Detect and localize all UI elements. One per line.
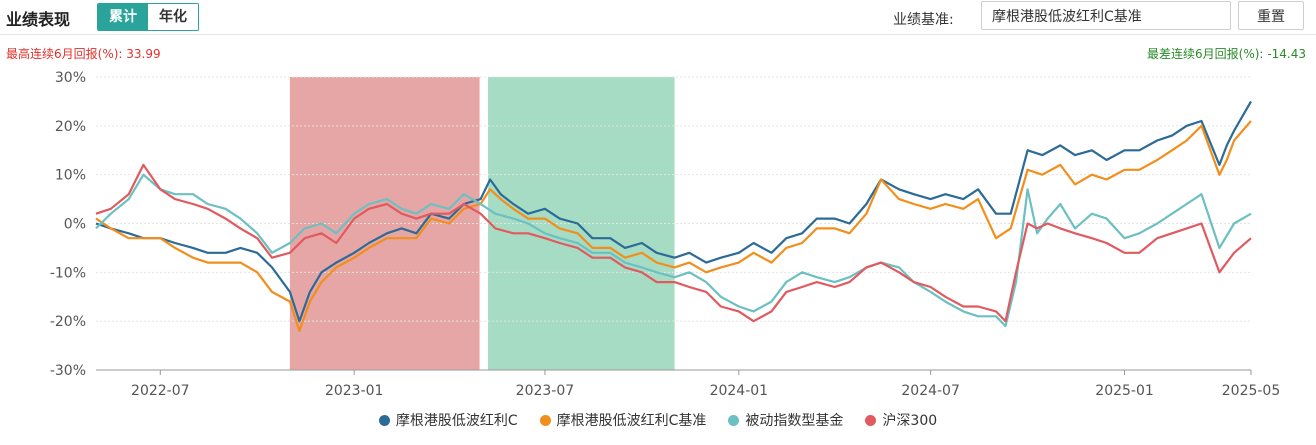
worst-6m-value: -14.43 xyxy=(1267,47,1306,61)
series-line-1 xyxy=(95,100,1252,323)
series-line-2 xyxy=(95,120,1252,332)
legend-label: 摩根港股低波红利C xyxy=(395,413,518,429)
tab-annualized[interactable]: 年化 xyxy=(148,4,198,30)
legend-label: 沪深300 xyxy=(882,413,938,429)
y-tick-label: -20% xyxy=(50,314,86,330)
legend-dot-icon xyxy=(378,414,390,426)
series-line-4 xyxy=(95,163,1252,323)
legend-dot-icon xyxy=(728,414,740,426)
y-tick-label: 20% xyxy=(55,119,86,135)
y-tick-label: 10% xyxy=(55,168,86,184)
best-6m-return: 最高连续6月回报(%): 33.99 xyxy=(6,45,161,62)
y-tick-label: -30% xyxy=(50,363,86,379)
x-tick-label: 2022-07 xyxy=(131,383,190,399)
y-tick-label: -10% xyxy=(50,265,86,281)
y-tick-label: 0% xyxy=(64,217,86,233)
page-title: 业绩表现 xyxy=(6,10,71,29)
legend-dot-icon xyxy=(539,414,551,426)
legend-dot-icon xyxy=(865,414,877,426)
legend-item-2[interactable]: 摩根港股低波红利C基准 xyxy=(539,410,707,430)
x-tick-label: 2024-01 xyxy=(710,383,769,399)
chart-legend: 摩根港股低波红利C 摩根港股低波红利C基准 被动指数型基金 沪深300 xyxy=(0,410,1316,430)
x-tick-label: 2025-05 xyxy=(1222,383,1281,399)
x-tick-label: 2023-07 xyxy=(516,383,575,399)
y-tick-label: 30% xyxy=(55,70,86,86)
x-tick-label: 2024-07 xyxy=(901,383,960,399)
period-tabs: 累计 年化 xyxy=(97,3,199,31)
x-tick-label: 2023-01 xyxy=(325,383,384,399)
tab-cumulative[interactable]: 累计 xyxy=(98,4,148,30)
worst-6m-return: 最差连续6月回报(%): -14.43 xyxy=(1147,45,1306,62)
best-6m-value: 33.99 xyxy=(126,47,161,61)
header-bar: 业绩表现 累计 年化 业绩基准: 重置 xyxy=(0,0,1316,35)
legend-item-1[interactable]: 摩根港股低波红利C xyxy=(378,410,518,430)
benchmark-label: 业绩基准: xyxy=(893,12,954,28)
benchmark-input[interactable] xyxy=(981,1,1231,30)
legend-label: 摩根港股低波红利C基准 xyxy=(556,413,707,429)
worst-6m-label: 最差连续6月回报(%): xyxy=(1147,47,1264,61)
x-tick-label: 2025-01 xyxy=(1095,383,1154,399)
legend-item-3[interactable]: 被动指数型基金 xyxy=(728,410,843,430)
performance-line-chart: 30% 20% 10% 0% -10% -20% -30% 2022-07 2023-01 202… xyxy=(50,70,1281,399)
best-6m-label: 最高连续6月回报(%): xyxy=(6,47,123,61)
series-line-3 xyxy=(95,173,1252,328)
reset-button[interactable]: 重置 xyxy=(1238,1,1304,30)
legend-label: 被动指数型基金 xyxy=(745,413,844,429)
legend-item-4[interactable]: 沪深300 xyxy=(865,410,937,430)
